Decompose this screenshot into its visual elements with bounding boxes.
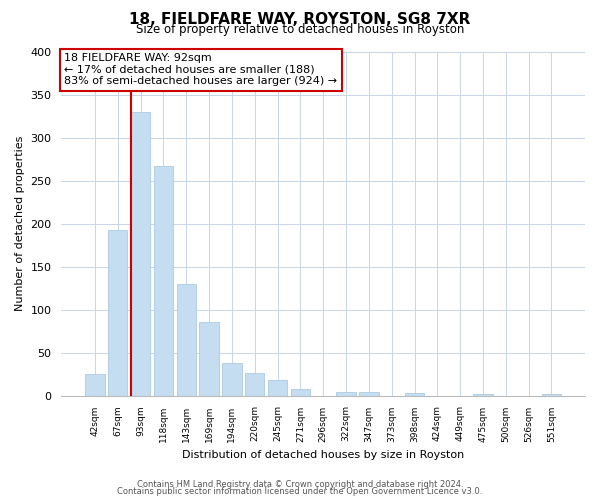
Bar [154, 166, 173, 396]
Y-axis label: Number of detached properties: Number of detached properties [15, 136, 25, 311]
X-axis label: Distribution of detached houses by size in Royston: Distribution of detached houses by size … [182, 450, 464, 460]
Bar [85, 374, 104, 396]
Bar [222, 363, 242, 396]
Text: Contains public sector information licensed under the Open Government Licence v3: Contains public sector information licen… [118, 488, 482, 496]
Bar [473, 394, 493, 396]
Bar [199, 322, 219, 396]
Bar [268, 380, 287, 396]
Text: Size of property relative to detached houses in Royston: Size of property relative to detached ho… [136, 22, 464, 36]
Bar [176, 284, 196, 396]
Bar [290, 388, 310, 396]
Bar [405, 393, 424, 396]
Bar [108, 230, 127, 396]
Text: 18, FIELDFARE WAY, ROYSTON, SG8 7XR: 18, FIELDFARE WAY, ROYSTON, SG8 7XR [130, 12, 470, 28]
Bar [131, 112, 150, 396]
Bar [245, 373, 265, 396]
Text: Contains HM Land Registry data © Crown copyright and database right 2024.: Contains HM Land Registry data © Crown c… [137, 480, 463, 489]
Bar [542, 394, 561, 396]
Bar [359, 392, 379, 396]
Bar [337, 392, 356, 396]
Text: 18 FIELDFARE WAY: 92sqm
← 17% of detached houses are smaller (188)
83% of semi-d: 18 FIELDFARE WAY: 92sqm ← 17% of detache… [64, 53, 337, 86]
